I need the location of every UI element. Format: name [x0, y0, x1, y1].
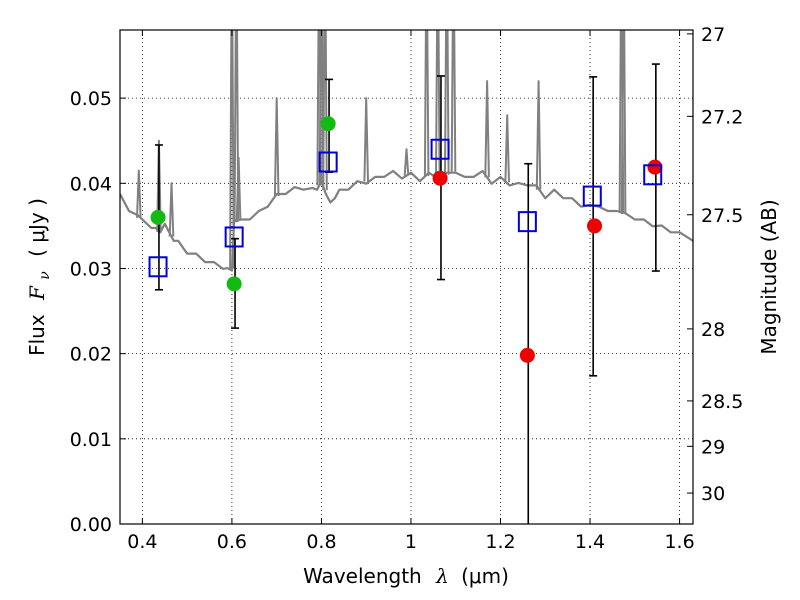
x-axis-label: Wavelength λ (μm) — [303, 564, 509, 588]
y-axis-label-subscript: ν — [37, 271, 53, 280]
green-data-point — [226, 276, 242, 292]
x-axis-label-text: Wavelength — [303, 564, 422, 588]
emission-line — [322, 30, 328, 191]
model-photometry-square — [430, 138, 450, 160]
model-spectrum — [120, 30, 693, 272]
emission-line — [156, 139, 162, 232]
y-tick-label: 0.04 — [70, 173, 112, 195]
magnitude-tick-label: 27 — [701, 24, 725, 46]
emission-line — [435, 30, 441, 177]
y-tick-label: 0.05 — [70, 88, 112, 110]
green-data-point — [320, 116, 336, 132]
model-photometry-square — [643, 164, 663, 186]
y-tick-label: 0.01 — [70, 429, 112, 451]
x-tick-label: 0.6 — [217, 531, 247, 553]
magnitude-tick-label: 28 — [701, 319, 725, 341]
x-tick-label: 1 — [405, 531, 417, 553]
red-data-point — [587, 218, 603, 234]
emission-line — [136, 169, 142, 218]
x-axis-ticks: 0.4 0.6 0.8 1 1.2 1.4 1.6 — [127, 30, 695, 553]
red-data-point — [647, 159, 663, 175]
emission-line — [450, 30, 457, 172]
data-markers — [148, 116, 663, 363]
model-continuum-line — [120, 169, 693, 272]
magnitude-axis-ticks: 27 27.2 27.5 28 28.5 29 30 — [687, 24, 743, 505]
emission-line — [318, 30, 325, 184]
model-photometry-square — [148, 256, 168, 278]
magnitude-tick-label: 27.2 — [701, 106, 743, 128]
y-axis-ticks: 0.00 0.01 0.02 0.03 0.04 0.05 — [70, 88, 126, 536]
x-axis-label-symbol: λ — [435, 564, 449, 588]
emission-line — [444, 30, 450, 175]
emission-line — [484, 80, 490, 178]
emission-line — [504, 114, 510, 183]
emission-line — [168, 182, 175, 237]
x-axis-label-unit: (μm) — [461, 564, 509, 588]
model-photometry-square — [517, 211, 537, 233]
emission-line — [535, 80, 542, 190]
emission-line — [620, 30, 627, 215]
x-tick-label: 1.2 — [485, 531, 515, 553]
model-photometry-square — [318, 151, 338, 173]
model-photometry-square — [224, 226, 244, 248]
model-photometry-square — [582, 185, 602, 207]
emission-line — [403, 148, 410, 176]
y-tick-label: 0.02 — [70, 344, 112, 366]
x-tick-label: 0.8 — [306, 531, 336, 553]
red-data-point — [432, 170, 448, 186]
magnitude-tick-label: 27.5 — [701, 205, 743, 227]
x-tick-label: 0.4 — [127, 531, 157, 553]
y-axis-label: Flux F ν ( μJy ) — [25, 198, 54, 356]
emission-line — [363, 97, 369, 182]
x-tick-label: 1.4 — [575, 531, 605, 553]
magnitude-axis-label: Magnitude (AB) — [757, 199, 781, 354]
x-tick-label: 1.6 — [664, 531, 694, 553]
emission-line — [233, 30, 240, 220]
plot-frame — [119, 29, 694, 525]
magnitude-tick-label: 28.5 — [701, 391, 743, 413]
emission-line — [229, 30, 235, 269]
y-axis-label-symbol: F — [25, 285, 49, 301]
green-data-point — [150, 209, 166, 225]
y-tick-label: 0.03 — [70, 258, 112, 280]
grid-lines — [120, 30, 693, 524]
emission-line — [423, 30, 430, 176]
y-tick-label: 0.00 — [70, 514, 112, 536]
magnitude-tick-label: 30 — [701, 483, 725, 505]
y-axis-label-unit: ( μJy ) — [25, 198, 49, 257]
magnitude-tick-label: 29 — [701, 436, 725, 458]
emission-line — [273, 97, 280, 197]
red-data-point — [519, 347, 535, 363]
y-axis-label-text: Flux — [25, 314, 49, 356]
emission-line — [235, 156, 242, 221]
